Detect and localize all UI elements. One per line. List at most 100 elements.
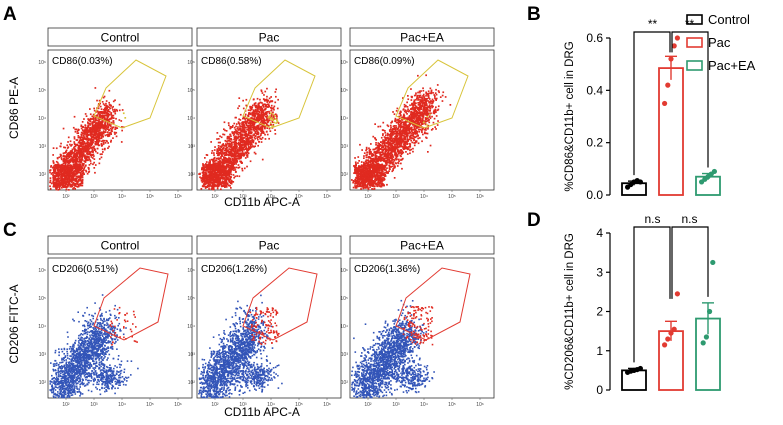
x-tick-label: 10⁵ — [146, 194, 154, 200]
x-tick-label: 10⁶ — [476, 194, 484, 200]
y-tick-label: 10⁶ — [187, 268, 195, 274]
y-tick-label: 10² — [341, 380, 349, 386]
data-point — [701, 340, 706, 345]
plot-title: Pac — [259, 31, 280, 45]
sig-label: ** — [685, 17, 695, 31]
y-tick-label: 10⁵ — [187, 88, 195, 94]
x-tick-label: 10² — [62, 402, 70, 408]
bar-chart-b: 0.00.20.40.6%CD86&CD11b+ cell in DRG**** — [564, 17, 720, 202]
data-point — [675, 291, 680, 296]
x-tick-label: 10⁶ — [174, 194, 182, 200]
y-tick-label: 0.6 — [586, 31, 603, 45]
flow-c-xlabel: CD11b APC-A — [224, 405, 300, 419]
x-tick-label: 10³ — [239, 402, 247, 408]
x-tick-label: 10⁶ — [174, 402, 182, 408]
gate-label: CD206(1.36%) — [354, 264, 420, 275]
y-tick-label: 10³ — [39, 144, 47, 150]
y-tick-label: 10⁶ — [38, 268, 46, 274]
flow_a-plot-1: Control CD86(0.03%) 10² 10³ 10⁴ 10⁵ 10⁶ 10⁶ 10⁵ 1… — [38, 28, 192, 200]
x-tick-label: 10² — [364, 194, 372, 200]
bar-pac — [659, 68, 683, 195]
data-point — [707, 309, 712, 314]
sig-label: n.s — [644, 212, 660, 226]
data-point — [672, 327, 677, 332]
y-tick-label: 1 — [596, 344, 603, 358]
sig-bracket-right — [672, 32, 708, 168]
y-tick-label: 10⁵ — [187, 296, 195, 302]
y-tick-label: 3 — [596, 265, 603, 279]
y-tick-label: 2 — [596, 305, 603, 319]
data-point — [675, 35, 680, 40]
y-tick-label: 10⁴ — [38, 116, 46, 122]
x-tick-label: 10⁵ — [448, 194, 456, 200]
plot-title: Control — [101, 239, 140, 253]
plot-title: Pac+EA — [400, 239, 444, 253]
y-tick-label: 10⁶ — [340, 60, 348, 66]
panel-letter-a: A — [3, 4, 17, 25]
data-point — [712, 169, 717, 174]
plot-title: Pac+EA — [400, 31, 444, 45]
gate-label: CD86(0.58%) — [201, 56, 262, 67]
x-tick-label: 10² — [62, 194, 70, 200]
data-point — [665, 336, 670, 341]
data-point — [710, 260, 715, 265]
plot-title: Pac — [259, 239, 280, 253]
y-tick-label: 10³ — [188, 144, 196, 150]
y-tick-label: 10² — [188, 380, 196, 386]
legend-label-control: Control — [708, 12, 750, 27]
x-tick-label: 10³ — [392, 402, 400, 408]
y-tick-label: 10⁴ — [38, 324, 46, 330]
y-tick-label: 10² — [39, 172, 47, 178]
sig-label: ** — [648, 17, 658, 31]
y-tick-label: 10⁵ — [38, 296, 46, 302]
x-tick-label: 10⁵ — [448, 402, 456, 408]
y-tick-label: 10⁴ — [187, 116, 195, 122]
y-tick-label: 4 — [596, 226, 603, 240]
y-tick-label: 10³ — [341, 352, 349, 358]
x-tick-label: 10⁴ — [420, 194, 428, 200]
flow-a-xlabel: CD11b APC-A — [224, 195, 300, 209]
legend-label-pac: Pac — [708, 35, 731, 50]
x-tick-label: 10⁴ — [118, 402, 126, 408]
legend: Control Pac Pac+EA — [687, 12, 756, 73]
x-tick-label: 10³ — [90, 402, 98, 408]
y-tick-label: 10⁴ — [340, 324, 348, 330]
x-tick-label: 10³ — [239, 194, 247, 200]
y-axis-label: %CD86&CD11b+ cell in DRG — [564, 41, 576, 191]
gate-label: CD206(1.26%) — [201, 264, 267, 275]
y-tick-label: 0 — [596, 383, 603, 397]
legend-swatch-pac — [687, 38, 702, 47]
flow-a-ylabel: CD86 PE-A — [7, 77, 21, 139]
data-point — [665, 83, 670, 88]
x-tick-label: 10⁶ — [476, 402, 484, 408]
y-tick-label: 10⁴ — [187, 324, 195, 330]
y-tick-label: 10⁶ — [187, 60, 195, 66]
legend-swatch-pac-ea — [687, 61, 702, 70]
data-point — [662, 101, 667, 106]
y-tick-label: 10³ — [188, 352, 196, 358]
x-tick-label: 10⁴ — [267, 402, 275, 408]
sig-label: n.s — [681, 212, 697, 226]
panel-letter-b: B — [527, 4, 541, 25]
y-tick-label: 10² — [188, 172, 196, 178]
flow-row-a: Control CD86(0.03%) 10² 10³ 10⁴ 10⁵ 10⁶ 10⁶ 10⁵ 1… — [38, 28, 494, 200]
gate-label: CD86(0.03%) — [52, 56, 113, 67]
sig-bracket-right — [672, 227, 708, 299]
y-tick-label: 10³ — [39, 352, 47, 358]
plot-title: Control — [101, 31, 140, 45]
x-tick-label: 10⁵ — [146, 402, 154, 408]
y-tick-label: 10⁶ — [38, 60, 46, 66]
y-tick-label: 0.0 — [586, 188, 603, 202]
y-tick-label: 0.4 — [586, 83, 603, 97]
data-point — [638, 366, 643, 371]
legend-label-pac-ea: Pac+EA — [708, 58, 756, 73]
y-tick-label: 10⁴ — [340, 116, 348, 122]
x-tick-label: 10⁴ — [267, 194, 275, 200]
y-tick-label: 10² — [39, 380, 47, 386]
